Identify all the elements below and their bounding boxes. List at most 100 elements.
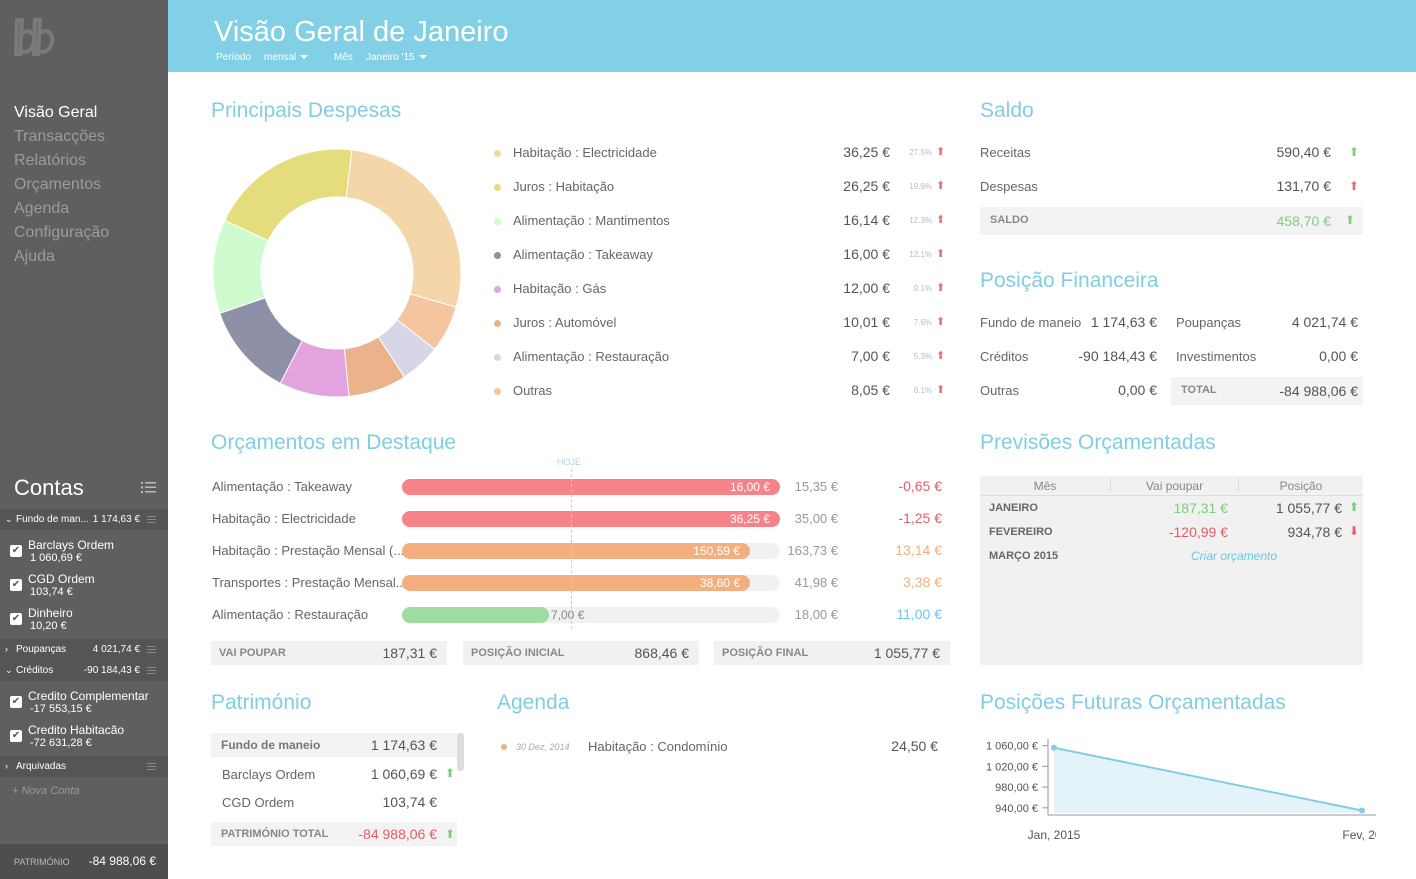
orcamento-item[interactable]: Alimentação : Restauração 7,00 € 18,00 €… [211, 606, 951, 627]
account-group-fundo[interactable]: ⌄ Fundo de man... 1 174,63 € [0, 509, 168, 530]
nav-item-configuracao[interactable]: Configuração [14, 224, 110, 241]
patrimonio-total-row: PATRIMÓNIO TOTAL -84 988,06 € ⬆ [211, 822, 457, 846]
scrollbar[interactable] [457, 733, 464, 771]
account-item-credito-habitacao[interactable]: ✔ Credito Habitacão -72 631,28 € [10, 723, 125, 749]
account-group-creditos[interactable]: ⌄ Créditos -90 184,43 € [0, 660, 168, 681]
saldo-label: SALDO [990, 214, 1029, 226]
despesa-pct: 12.1% [909, 250, 932, 259]
account-group-poupancas[interactable]: › Poupanças 4 021,74 € [0, 639, 168, 660]
patrimonio-row-fundo[interactable]: Fundo de maneio 1 174,63 € [211, 733, 457, 757]
donut-slice [345, 149, 462, 308]
despesa-pct: 27.5% [909, 148, 932, 157]
fundo-value: 1 174,63 € [1090, 314, 1157, 330]
patrimonio-row-barclays[interactable]: Barclays Ordem 1 060,69 € ⬆ [222, 766, 455, 782]
orcamento-budget: 15,35 € [794, 479, 838, 494]
nova-conta-link[interactable]: + Nova Conta [12, 785, 80, 797]
legend-dot-icon [494, 150, 501, 157]
receitas-value: 590,40 € [1276, 144, 1332, 160]
data-point[interactable] [1051, 744, 1057, 751]
outras-value: 0,00 € [1118, 382, 1157, 398]
orcamento-item[interactable]: Alimentação : Takeaway 16,00 € 15,35 € -… [211, 478, 951, 499]
prev-row-janeiro: JANEIRO [989, 502, 1038, 514]
saldo-total-row: SALDO 458,70 € ⬆ [980, 207, 1363, 235]
arrow-up-icon: ⬆ [936, 180, 946, 192]
orcamento-label: Habitação : Electricidade [212, 511, 356, 526]
checkbox[interactable]: ✔ [10, 613, 22, 625]
legend-dot-icon [494, 388, 501, 395]
agenda-item[interactable]: 30 Dez, 2014 Habitação : Condomínio 24,5… [497, 735, 947, 757]
orcamento-diff: 13,14 € [895, 542, 942, 558]
despesas-title: Principais Despesas [211, 99, 402, 122]
mes-dropdown[interactable]: Janeiro '15 [366, 52, 427, 63]
checkbox[interactable]: ✔ [10, 545, 22, 557]
agenda-title: Agenda [497, 691, 570, 714]
app-logo[interactable] [14, 18, 56, 56]
group-menu-icon[interactable] [147, 763, 156, 770]
despesa-item[interactable]: Habitação : Gás 12,00 € 9.1% ⬆ [490, 280, 950, 301]
caret-down-icon [418, 55, 427, 60]
despesa-item[interactable]: Alimentação : Takeaway 16,00 € 12.1% ⬆ [490, 246, 950, 267]
posicao-inicial-box: POSIÇÃO INICIAL 868,46 € [463, 641, 699, 665]
group-menu-icon[interactable] [147, 667, 156, 674]
patrimonio-row-cgd[interactable]: CGD Ordem 103,74 € [222, 794, 437, 810]
checkbox[interactable]: ✔ [10, 579, 22, 591]
group-menu-icon[interactable] [147, 516, 156, 523]
account-item-barclays[interactable]: ✔ Barclays Ordem 1 060,69 € [10, 538, 115, 564]
orcamento-item[interactable]: Habitação : Prestação Mensal (... 150,59… [211, 542, 951, 563]
account-group-arquivadas[interactable]: › Arquivadas [0, 756, 168, 777]
despesa-item[interactable]: Alimentação : Mantimentos 16,14 € 12.3% … [490, 212, 950, 233]
progress-bar: 36,25 € [402, 511, 780, 527]
previsoes-table: Mês Vai poupar Posição JANEIRO 187,31 € … [980, 476, 1363, 665]
poupancas-label: Poupanças [1176, 315, 1242, 330]
account-item-dinheiro[interactable]: ✔ Dinheiro 10,20 € [10, 606, 73, 632]
despesas-label: Despesas [980, 179, 1038, 194]
despesa-label: Alimentação : Takeaway [513, 247, 653, 262]
list-menu-icon[interactable] [141, 481, 156, 494]
despesas-donut-chart [212, 148, 462, 398]
poupancas-value: 4 021,74 € [1291, 314, 1358, 330]
account-item-cgd[interactable]: ✔ CGD Ordem 103,74 € [10, 572, 95, 598]
hoje-label: HOJE [557, 457, 582, 467]
checkbox[interactable]: ✔ [10, 696, 22, 708]
checkbox[interactable]: ✔ [10, 730, 22, 742]
arrow-up-icon: ⬆ [936, 146, 946, 158]
orcamento-item[interactable]: Transportes : Prestação Mensal... 38,60 … [211, 574, 951, 595]
nav-item-ajuda[interactable]: Ajuda [14, 248, 55, 265]
arrow-up-icon: ⬆ [1349, 500, 1360, 514]
despesas-value: 131,70 € [1276, 178, 1332, 194]
x-tick-label: Fev, 20 [1342, 828, 1376, 842]
despesa-pct: 12.3% [909, 216, 932, 225]
orcamento-budget: 41,98 € [794, 575, 838, 590]
y-tick-label: 980,00 € [995, 782, 1038, 794]
account-item-credito-complementar[interactable]: ✔ Credito Complementar -17 553,15 € [10, 689, 149, 715]
data-point[interactable] [1359, 807, 1365, 814]
nav-item-transaccoes[interactable]: Transacções [14, 128, 105, 145]
progress-bar: 7,00 € [402, 607, 584, 623]
nav-item-agenda[interactable]: Agenda [14, 200, 70, 217]
chevron-right-icon: › [5, 761, 8, 771]
despesa-pct: 5.3% [913, 352, 932, 361]
criar-orcamento-link[interactable]: Criar orçamento [1191, 549, 1278, 563]
despesa-item[interactable]: Outras 8,05 € 6.1% ⬆ [490, 382, 950, 403]
arrow-up-icon: ⬆ [936, 384, 946, 396]
arrow-up-icon: ⬆ [936, 350, 946, 362]
orcamento-diff: -1,25 € [898, 510, 942, 526]
saldo-value: 458,70 € [1276, 213, 1332, 229]
nav-item-visao-geral[interactable]: Visão Geral [14, 104, 98, 121]
orcamento-budget: 18,00 € [794, 607, 838, 622]
despesa-item[interactable]: Alimentação : Restauração 7,00 € 5.3% ⬆ [490, 348, 950, 369]
despesa-item[interactable]: Juros : Habitação 26,25 € 19.9% ⬆ [490, 178, 950, 199]
despesa-item[interactable]: Juros : Automóvel 10,01 € 7.6% ⬆ [490, 314, 950, 335]
nav-item-relatorios[interactable]: Relatórios [14, 152, 87, 169]
periodo-dropdown[interactable]: mensal [264, 52, 309, 63]
despesa-item[interactable]: Habitação : Electricidade 36,25 € 27.5% … [490, 144, 950, 165]
patrimonio-title: Património [211, 691, 312, 714]
nav-item-orcamentos[interactable]: Orçamentos [14, 176, 102, 193]
arrow-up-icon: ⬆ [1349, 179, 1360, 193]
group-menu-icon[interactable] [147, 646, 156, 653]
legend-dot-icon [494, 354, 501, 361]
orcamento-diff: 11,00 € [896, 606, 942, 622]
previsoes-title: Previsões Orçamentadas [980, 431, 1216, 454]
despesa-label: Juros : Automóvel [513, 315, 617, 330]
orcamento-item[interactable]: Habitação : Electricidade 36,25 € 35,00 … [211, 510, 951, 531]
